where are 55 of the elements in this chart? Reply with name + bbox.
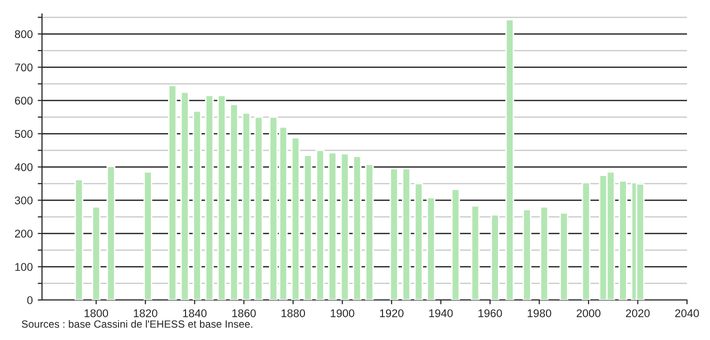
x-tick-label: 1900	[330, 309, 354, 318]
y-tick-label: 800	[14, 30, 33, 38]
bar	[505, 18, 514, 300]
x-tick-label: 1960	[478, 309, 502, 318]
bar	[414, 182, 424, 300]
bar	[540, 206, 549, 300]
bar	[582, 182, 590, 300]
bar	[180, 91, 190, 300]
bar	[316, 150, 325, 300]
bar	[291, 137, 300, 300]
bar	[426, 196, 436, 300]
y-tick-label: 200	[14, 230, 33, 238]
bar	[490, 214, 500, 300]
y-tick-label: 700	[15, 63, 33, 72]
bar	[92, 206, 101, 300]
x-tick-label: 2020	[626, 309, 650, 318]
x-tick-label: 1800	[84, 309, 108, 318]
bar	[451, 188, 460, 300]
bar	[328, 152, 337, 300]
bar	[242, 112, 251, 300]
x-tick-label: 1880	[282, 309, 306, 318]
bar	[365, 164, 374, 300]
bar	[402, 168, 411, 300]
bar	[106, 166, 116, 300]
x-tick-label: 2000	[576, 309, 600, 318]
bar	[390, 168, 398, 300]
bar	[618, 180, 628, 300]
y-tick-label: 600	[15, 96, 33, 105]
source-note: Sources : base Cassini de l'EHESS et base Insee.	[22, 320, 252, 328]
bar	[352, 156, 362, 300]
bar	[470, 205, 480, 300]
bar	[74, 178, 84, 300]
bar	[205, 94, 214, 300]
bar	[230, 104, 238, 300]
bar	[168, 84, 177, 300]
bar	[143, 171, 152, 300]
bar	[340, 152, 350, 300]
x-tick-label: 2040	[675, 309, 699, 318]
x-tick-label: 1840	[183, 309, 207, 318]
y-tick-label: 100	[15, 263, 33, 271]
bar	[217, 94, 226, 300]
x-tick-label: 1820	[134, 309, 158, 318]
x-tick-label: 1980	[528, 309, 552, 318]
bar	[254, 116, 264, 300]
bar	[522, 208, 532, 300]
bar	[192, 110, 202, 300]
bar	[303, 154, 312, 300]
y-tick-label: 500	[14, 130, 33, 138]
bar	[560, 212, 568, 300]
x-tick-label: 1920	[380, 309, 404, 318]
x-tick-label: 1940	[429, 309, 453, 318]
y-tick-label: 0	[27, 296, 33, 304]
x-tick-label: 1860	[232, 309, 256, 318]
y-tick-label: 300	[14, 196, 33, 204]
y-tick-label: 400	[14, 163, 33, 172]
